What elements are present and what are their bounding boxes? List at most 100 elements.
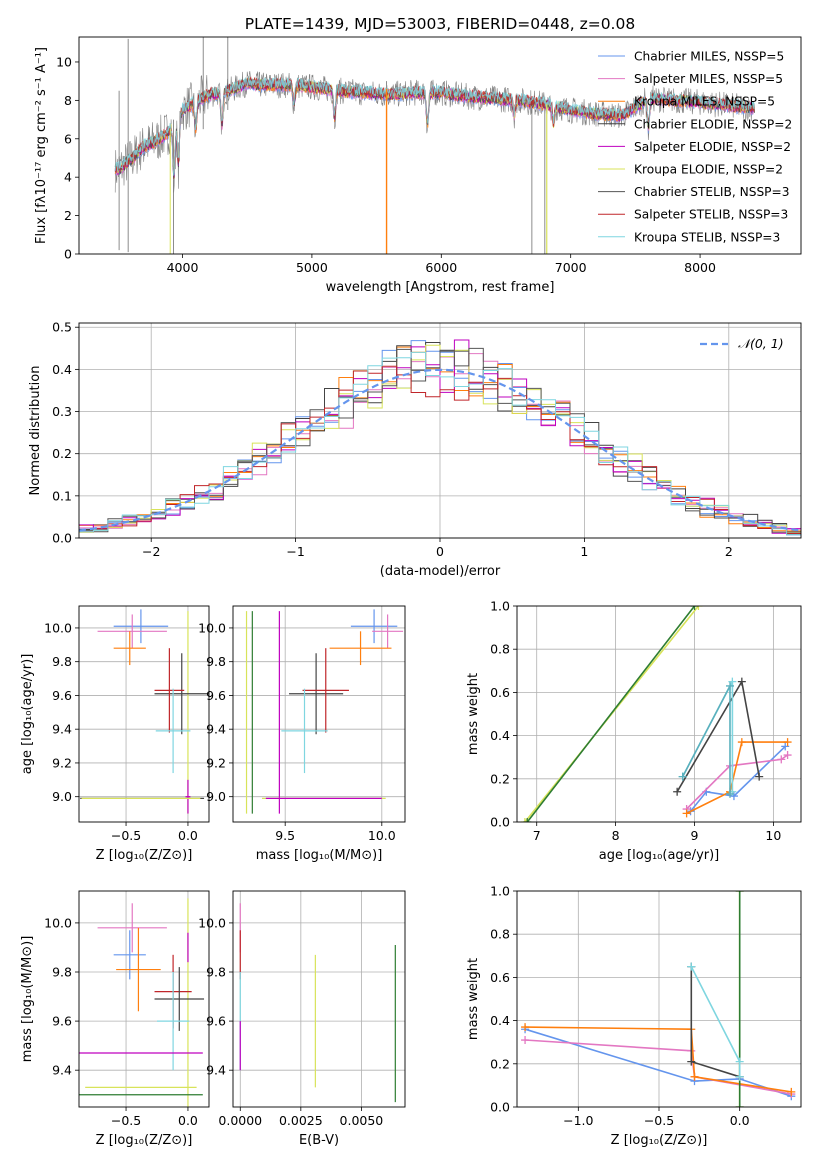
weight-line [676,679,760,793]
mass-vs-extinction-plot: 0.0000 0.0025 0.0050 9.4 9.6 9.8 10.0 E(B-V) [198,890,406,1148]
weight-marker [728,677,737,686]
x-tick-label: −0.5 [644,1113,674,1128]
x-tick-label: 10 [765,828,781,843]
weight-marker [523,818,532,822]
weight-marker [737,677,746,686]
weight-marker [694,606,703,610]
x-tick-label: −1.0 [563,1113,593,1128]
x-tick-label: 6000 [425,260,457,275]
y-tick-label: 10.0 [44,915,72,930]
axes-frame [516,890,802,1108]
x-axis-label: wavelength [Angstrom, rest frame] [326,280,555,295]
weight-marker [682,809,691,818]
histogram-step [79,339,801,534]
mass-weight-vs-metallicity-plot: −1.0 −0.5 0.0 0.0 0.2 0.4 0.6 0.8 1.0 Z [log₁₀(Z/… [466,884,802,1148]
x-tick-label: −0.5 [111,828,141,843]
x-axis-label: Z [log₁₀(Z/Z⊙)] [611,1133,708,1148]
y-tick-label: 0 [64,247,72,262]
weight-marker [777,755,786,764]
errorbar-point [154,648,185,733]
histogram-step [79,347,801,535]
errorbar-point [154,967,205,1031]
y-tick-label: 0.6 [490,970,510,985]
y-tick-label: 9.4 [52,722,72,737]
axes-frame [232,890,406,1108]
x-tick-label: 9.5 [275,828,295,843]
y-tick-label: 0.0 [490,1100,510,1115]
weight-marker [735,1072,744,1081]
x-tick-label: 5000 [296,260,328,275]
weight-line [686,754,789,810]
x-tick-label: 0 [436,544,444,559]
x-tick-label: 8000 [684,260,716,275]
y-axis-label: Normed distribution [28,366,43,496]
weight-marker [690,606,699,610]
figure-title: PLATE=1439, MJD=53003, FIBERID=0448, z=0… [245,15,635,33]
plot-area [239,903,396,1103]
legend-label: Salpeter MILES, NSSP=5 [634,72,783,86]
weight-line [686,741,788,815]
y-tick-label: 9.4 [206,722,226,737]
x-axis-label: age [log₁₀(age/yr)] [599,848,720,863]
x-tick-label: −0.5 [111,1113,141,1128]
y-tick-label: 2 [64,208,72,223]
errorbar-point [113,609,169,644]
weight-line [690,966,741,1077]
errorbar-point [113,631,146,666]
y-tick-label: 0.2 [490,771,510,786]
axes-frame [78,36,802,255]
weight-marker [687,962,696,971]
plot-area [80,609,209,814]
x-axis-label: Z [log₁₀(Z/Z⊙)] [96,1133,193,1148]
weight-marker [737,738,746,747]
errorbar-point [155,688,191,774]
legend-label: Chabrier STELIB, NSSP=3 [634,185,790,199]
y-tick-label: 9.8 [206,654,226,669]
y-tick-label: 0.4 [52,362,72,377]
errorbar-point [329,631,392,666]
weight-marker [783,751,792,760]
legend-label: Kroupa STELIB, NSSP=3 [634,230,780,244]
errorbar-point [154,653,209,735]
y-tick-label: 9.6 [206,688,226,703]
y-tick-label: 0.2 [490,1056,510,1071]
y-tick-label: 9.2 [206,755,226,770]
histogram-step [79,365,801,534]
axes-frame [232,605,406,823]
weight-line [690,966,740,1078]
plot-area [245,609,404,814]
errorbar-point [157,972,190,1071]
normal-reference-curve [79,368,801,532]
y-tick-label: 9.0 [52,789,72,804]
age-vs-metallicity-plot: −0.5 0.0 9.0 9.2 9.4 9.6 9.8 10.0 Z [log₁₀(Z/Z⊙)… [20,605,210,863]
weight-marker [678,772,687,781]
weight-marker [687,1057,696,1066]
weight-marker [726,789,734,798]
y-tick-label: 8 [64,93,72,108]
age-vs-mass-plot: 9.5 10.0 9.0 9.2 9.4 9.6 9.8 10.0 mass [log₁₀(M/… [198,605,406,863]
legend-label: 𝒩(0, 1) [738,336,784,351]
weight-marker [787,1087,796,1096]
x-axis-label: E(B-V) [299,1133,339,1148]
y-tick-label: 9.8 [206,965,226,980]
spectrum-model-line [114,76,755,176]
y-tick-label: 0.4 [490,1013,510,1028]
plot-area [79,898,205,1107]
errorbar-point [116,927,161,1012]
x-axis-label: Z [log₁₀(Z/Z⊙)] [96,848,193,863]
mass-vs-metallicity-plot: −0.5 0.0 9.4 9.6 9.8 10.0 Z [log₁₀(Z/Z⊙)] mass … [20,890,210,1148]
y-axis-label: mass [log₁₀(M/M⊙)] [20,936,35,1063]
y-tick-label: 0.1 [52,488,72,503]
legend-label: Chabrier MILES, NSSP=5 [634,50,784,64]
legend-label: Chabrier ELODIE, NSSP=2 [634,117,792,131]
y-tick-label: 0.6 [490,685,510,700]
y-tick-label: 10.0 [44,620,72,635]
y-tick-label: 9.6 [52,1014,72,1029]
y-tick-label: 10 [56,54,72,69]
x-tick-label: 0.0050 [340,1113,384,1128]
y-tick-label: 9.4 [52,1063,72,1078]
legend-label: Salpeter STELIB, NSSP=3 [634,208,788,222]
weight-marker [520,818,529,822]
axes-frame [516,605,802,823]
